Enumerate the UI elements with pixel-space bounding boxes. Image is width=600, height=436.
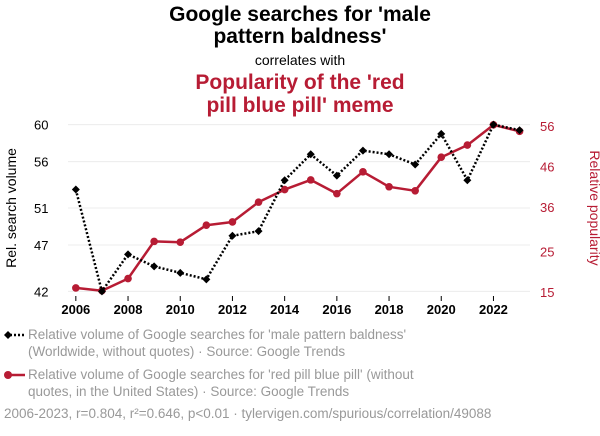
x-tick-label: 2018 — [375, 302, 404, 317]
y-tick-left: 42 — [34, 284, 48, 299]
data-point-male-pattern-baldness — [97, 287, 106, 296]
data-point-red-pill — [202, 221, 211, 229]
y-tick-right: 36 — [540, 200, 554, 215]
data-point-red-pill — [124, 274, 132, 283]
x-tick-label: 2020 — [427, 302, 456, 317]
data-point-red-pill — [176, 238, 185, 246]
data-point-red-pill — [150, 237, 158, 246]
data-point-male-pattern-baldness — [176, 268, 185, 277]
data-point-male-pattern-baldness — [228, 231, 237, 240]
legend-series2-line1: Relative volume of Google searches for '… — [28, 367, 414, 382]
data-point-red-pill — [463, 141, 472, 149]
chart-subtitle: Popularity of the 'red pill blue pill' m… — [0, 71, 600, 117]
y-tick-right: 15 — [540, 285, 554, 300]
chart-title: Google searches for 'male pattern baldne… — [0, 4, 600, 48]
chart-subtitle-line2: pill blue pill' meme — [206, 94, 394, 117]
data-point-red-pill — [437, 153, 446, 162]
x-tick-label: 2016 — [322, 302, 351, 317]
correlates-label: correlates with — [254, 52, 346, 68]
y-tick-right: 25 — [540, 244, 554, 259]
data-point-male-pattern-baldness — [71, 185, 80, 194]
y-tick-left: 56 — [34, 155, 48, 170]
x-tick-label: 2022 — [479, 302, 508, 317]
data-point-male-pattern-baldness — [385, 150, 394, 159]
legend-series2-line2: quotes, in the United States) · Source: … — [28, 384, 350, 399]
y-tick-left: 60 — [34, 118, 48, 133]
x-tick-label: 2008 — [114, 302, 143, 317]
y-tick-right: 46 — [540, 160, 554, 175]
series-line-red-pill — [75, 123, 520, 292]
y-axis-label-right: Relative popularity — [587, 150, 600, 265]
data-point-male-pattern-baldness — [411, 160, 420, 169]
data-point-male-pattern-baldness — [202, 275, 211, 284]
legend-marker-series1 — [4, 331, 25, 339]
legend-series1-line1: Relative volume of Google searches for '… — [28, 327, 407, 342]
data-point-red-pill — [280, 185, 289, 194]
data-point-male-pattern-baldness — [306, 150, 315, 159]
legend-item-series2: Relative volume of Google searches for '… — [4, 366, 596, 400]
data-point-red-pill — [72, 284, 80, 292]
data-point-male-pattern-baldness — [254, 227, 263, 236]
data-point-red-pill — [411, 187, 419, 195]
data-point-male-pattern-baldness — [358, 146, 367, 155]
data-point-male-pattern-baldness — [437, 129, 446, 138]
chart-subtitle-line1: Popularity of the 'red — [195, 71, 405, 94]
footer-stats: 2006-2023, r=0.804, r²=0.646, p<0.01 · t… — [4, 406, 492, 421]
data-point-red-pill — [333, 189, 341, 198]
x-tick-label: 2010 — [166, 302, 195, 317]
data-point-male-pattern-baldness — [124, 250, 133, 259]
legend-marker-series2 — [4, 371, 25, 379]
x-tick-label: 2012 — [218, 302, 247, 317]
data-point-red-pill — [385, 182, 393, 191]
data-point-red-pill — [254, 198, 263, 206]
data-point-red-pill — [359, 167, 367, 176]
x-tick-label: 2006 — [61, 302, 90, 317]
data-point-male-pattern-baldness — [463, 176, 472, 185]
x-tick-label: 2014 — [270, 302, 300, 317]
y-tick-right: 56 — [540, 119, 554, 134]
chart-title-line2: pattern baldness' — [213, 25, 387, 48]
data-point-male-pattern-baldness — [489, 120, 498, 129]
data-point-male-pattern-baldness — [150, 262, 159, 271]
data-point-red-pill — [306, 176, 315, 184]
data-point-male-pattern-baldness — [515, 126, 524, 135]
y-tick-left: 47 — [34, 238, 48, 253]
y-axis-label-left: Rel. search volume — [3, 148, 19, 268]
series-line-male-pattern-baldness — [74, 123, 520, 295]
data-point-red-pill — [228, 218, 237, 226]
data-point-male-pattern-baldness — [280, 176, 289, 185]
legend-series1-line2: (Worldwide, without quotes) · Source: Go… — [28, 344, 346, 359]
chart-title-line1: Google searches for 'male — [169, 3, 431, 26]
legend-item-series1: Relative volume of Google searches for '… — [4, 326, 596, 360]
y-tick-left: 51 — [34, 201, 48, 216]
data-point-male-pattern-baldness — [332, 171, 341, 180]
